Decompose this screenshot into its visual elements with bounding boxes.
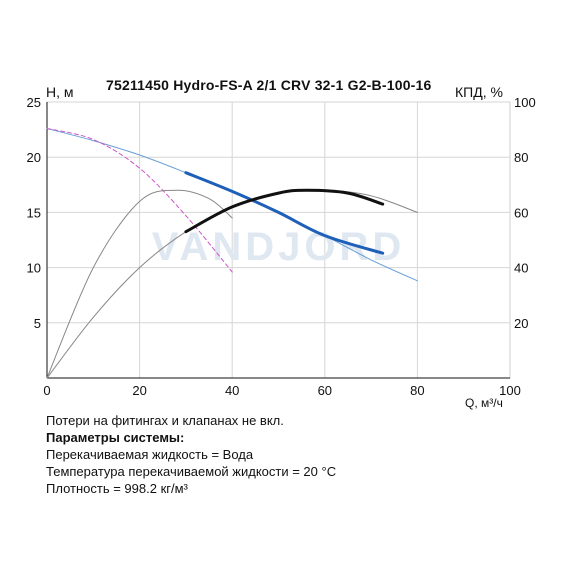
y-tick-label: 5 (34, 316, 41, 331)
y2-tick-label: 20 (514, 316, 528, 331)
x-axis-label: Q, м³/ч (465, 396, 503, 410)
x-tick-label: 0 (43, 383, 50, 398)
x-tick-label: 20 (132, 383, 146, 398)
y-tick-label: 15 (27, 205, 41, 220)
x-tick-label: 40 (225, 383, 239, 398)
x-tick-label: 100 (499, 383, 521, 398)
series-line-head-operating-range (184, 171, 385, 255)
x-tick-label: 80 (410, 383, 424, 398)
notes-block: Потери на фитингах и клапанах не вкл. Па… (46, 412, 336, 497)
y-tick-label: 25 (27, 95, 41, 110)
note-system-params-heading: Параметры системы: (46, 430, 185, 445)
note-density: Плотность = 998.2 кг/м³ (46, 481, 188, 496)
watermark-logo: VANDJORD (152, 225, 406, 269)
y2-axis-label: КПД, % (455, 84, 503, 100)
y2-tick-label: 60 (514, 205, 528, 220)
y2-tick-label: 40 (514, 261, 528, 276)
series-line-efficiency-losses (46, 189, 233, 379)
note-temperature: Температура перекачиваемой жидкости = 20… (46, 464, 337, 479)
note-losses: Потери на фитингах и клапанах не вкл. (46, 413, 284, 428)
y2-tick-label: 80 (514, 150, 528, 165)
note-liquid: Перекачиваемая жидкость = Вода (46, 447, 254, 462)
y2-tick-label: 100 (514, 95, 536, 110)
y-axis-label: H, м (46, 84, 74, 100)
x-tick-label: 60 (318, 383, 332, 398)
y-tick-label: 10 (27, 261, 41, 276)
series-line-efficiency-operating-range (184, 188, 385, 234)
series-line-head-losses (46, 128, 233, 273)
y-tick-label: 20 (27, 150, 41, 165)
chart-title: 75211450 Hydro-FS-A 2/1 CRV 32-1 G2-B-10… (106, 77, 432, 93)
